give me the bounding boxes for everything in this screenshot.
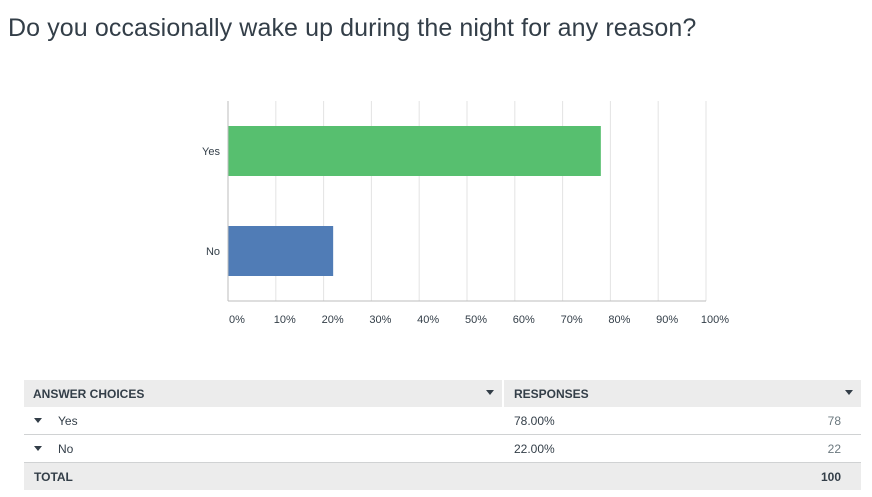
x-tick-label: 80% (608, 314, 630, 326)
x-tick-label: 70% (561, 314, 583, 326)
expand-caret-icon[interactable] (34, 418, 42, 423)
response-count: 78 (827, 413, 841, 428)
answer-table: ANSWER CHOICES RESPONSES Yes 78.00% 78 N… (24, 380, 861, 490)
y-category-label: Yes (202, 146, 220, 158)
table-header: ANSWER CHOICES RESPONSES (24, 380, 861, 407)
x-tick-label: 40% (417, 314, 439, 326)
table-row: No 22.00% 22 (24, 435, 861, 463)
bar-no[interactable] (228, 226, 334, 276)
answer-choice-label: No (58, 441, 74, 456)
responses-header[interactable]: RESPONSES (502, 380, 861, 407)
sort-caret-icon[interactable] (486, 390, 494, 395)
answer-choices-header-label: ANSWER CHOICES (33, 386, 145, 401)
x-tick-label: 20% (322, 314, 344, 326)
response-percent: 22.00% (514, 441, 555, 456)
x-tick-label: 90% (656, 314, 678, 326)
bar-yes[interactable] (228, 126, 601, 176)
response-percent: 78.00% (514, 413, 555, 428)
x-tick-label: 0% (229, 314, 245, 326)
responses-header-label: RESPONSES (514, 386, 589, 401)
sort-caret-icon[interactable] (845, 390, 853, 395)
x-tick-label: 10% (274, 314, 296, 326)
x-tick-label: 60% (513, 314, 535, 326)
answer-choice-label: Yes (58, 413, 78, 428)
total-count: 100 (820, 469, 841, 484)
labels: 0% 10% 20% 30% 40% 50% 60% 70% 80% 90% 100% Yes No (202, 146, 729, 326)
table-row: Yes 78.00% 78 (24, 407, 861, 435)
y-category-label: No (206, 246, 220, 258)
x-tick-label: 50% (465, 314, 487, 326)
x-tick-label: 100% (701, 314, 729, 326)
bars (228, 126, 601, 276)
x-tick-label: 30% (369, 314, 391, 326)
expand-caret-icon[interactable] (34, 446, 42, 451)
bar-chart: 0% 10% 20% 30% 40% 50% 60% 70% 80% 90% 100% Yes No (202, 101, 729, 326)
response-count: 22 (827, 441, 841, 456)
table-total-row: TOTAL 100 (24, 463, 861, 490)
axes (227, 101, 706, 302)
question-title: Do you occasionally wake up during the n… (8, 14, 697, 42)
total-label: TOTAL (34, 469, 73, 484)
answer-choices-header[interactable]: ANSWER CHOICES (24, 380, 502, 407)
